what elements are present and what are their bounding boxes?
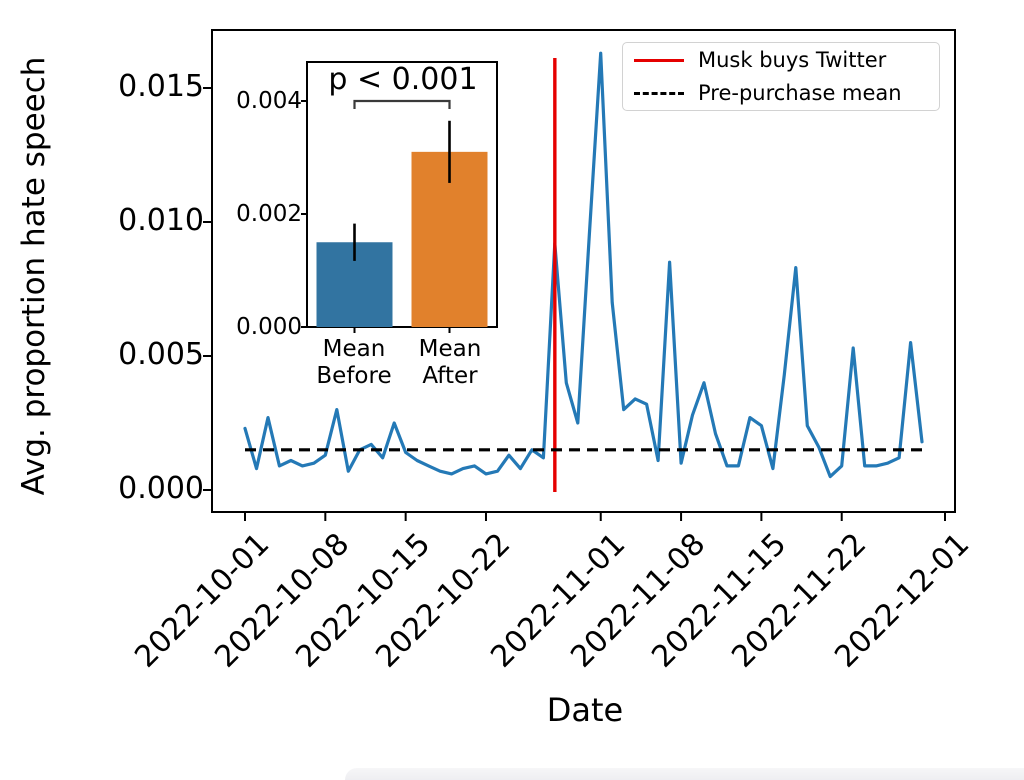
inset-p-value-annotation: p < 0.001 [328,62,478,97]
legend-item-musk-buys-twitter: Musk buys Twitter [634,48,939,72]
y-tick-label: 0.000 [118,471,204,506]
x-axis-label: Date [546,691,624,729]
inset-category-label-mean-after: Mean After [418,336,482,389]
y-axis-label: Avg. proportion hate speech [16,56,52,496]
inset-y-tick-label: 0.004 [236,88,302,114]
legend: Musk buys Twitter Pre-purchase mean [622,42,940,111]
significance-bracket [353,99,451,109]
main-axes-frame [211,29,956,513]
y-tick-label: 0.010 [118,203,204,238]
page-bottom-shadow [345,768,1024,780]
inset-y-tick-label: 0.000 [236,314,302,340]
legend-label: Pre-purchase mean [698,81,902,105]
hate-speech-line-series [243,51,924,479]
y-tick-label: 0.015 [118,69,204,104]
inset-category-label-mean-before: Mean Before [316,336,392,389]
inset-y-tick-label: 0.002 [236,201,302,227]
legend-item-pre-purchase-mean: Pre-purchase mean [634,81,939,105]
legend-label: Musk buys Twitter [698,48,887,72]
y-tick-label: 0.005 [118,337,204,372]
dashed-line-sample-icon [634,91,684,95]
red-line-sample-icon [634,58,684,62]
